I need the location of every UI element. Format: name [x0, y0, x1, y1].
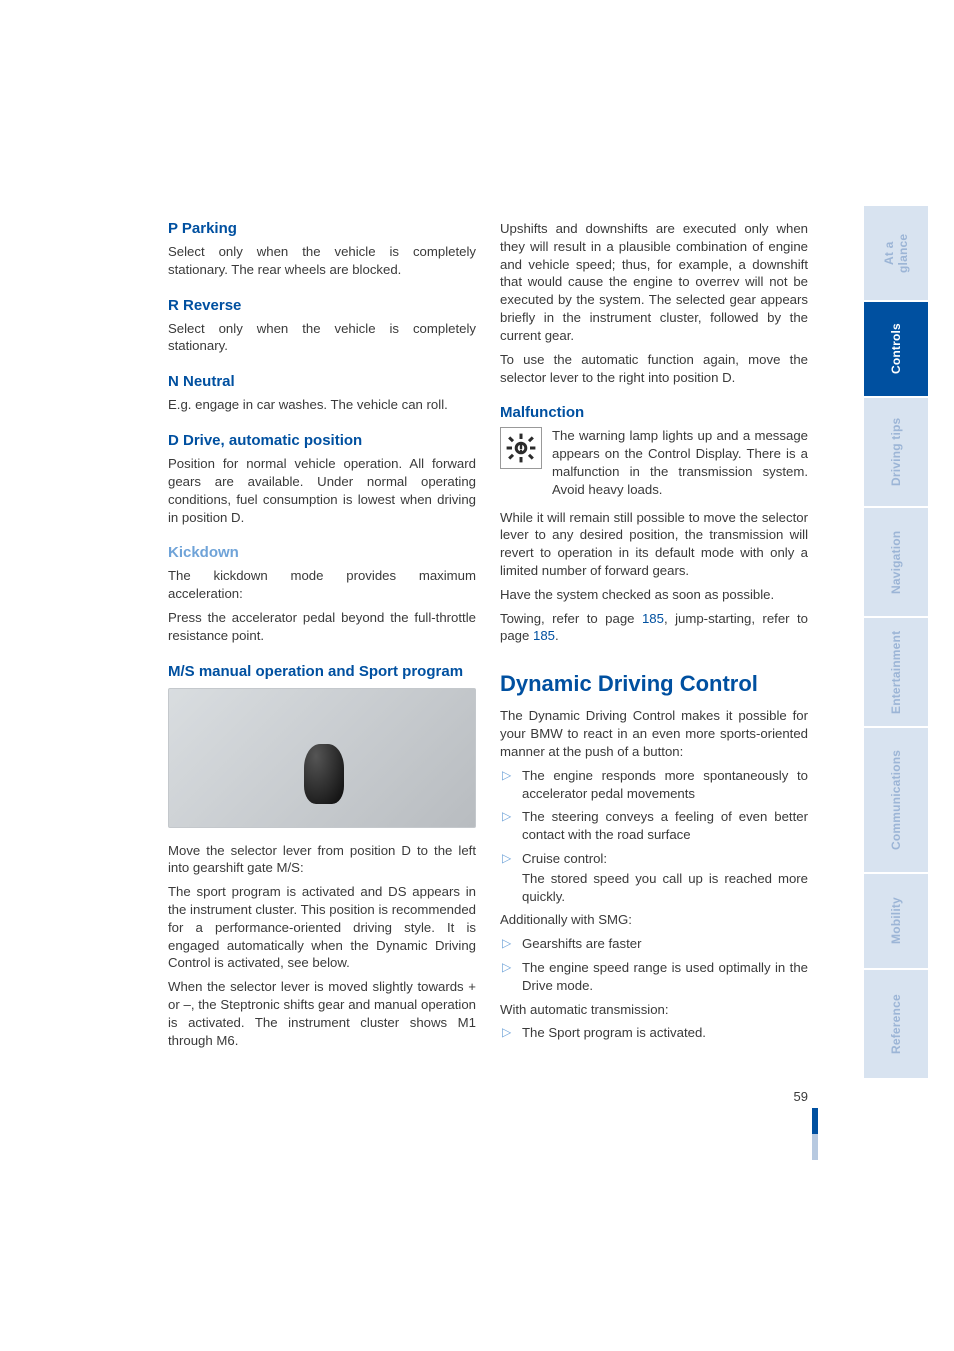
page-content: P Parking Select only when the vehicle i…	[168, 220, 808, 1056]
para-ms-2: The sport program is activated and DS ap…	[168, 883, 476, 972]
tab-navigation[interactable]: Navigation	[864, 508, 928, 616]
page-marker-bar	[812, 1108, 818, 1134]
gear-warning-icon	[500, 427, 542, 469]
heading-kickdown: Kickdown	[168, 544, 476, 561]
list-item: The Sport program is activated.	[500, 1024, 808, 1042]
para-ms-1: Move the selector lever from position D …	[168, 842, 476, 878]
tab-communications[interactable]: Communications	[864, 728, 928, 872]
tab-mobility[interactable]: Mobility	[864, 874, 928, 968]
text-towing-c: .	[555, 628, 559, 643]
malfunction-warning-block: The warning lamp lights up and a message…	[500, 427, 808, 504]
para-autofunc: To use the automatic function again, mov…	[500, 351, 808, 387]
link-page-185-a[interactable]: 185	[642, 611, 664, 626]
para-d-drive: Position for normal vehicle operation. A…	[168, 455, 476, 526]
heading-d-drive: D Drive, automatic position	[168, 432, 476, 449]
tab-glance[interactable]: At a glance	[864, 206, 928, 300]
list-item: The engine speed range is used opti­mall…	[500, 959, 808, 995]
para-ms-3: When the selector lever is moved slightl…	[168, 978, 476, 1049]
para-r-reverse: Select only when the vehicle is complete…	[168, 320, 476, 356]
label-smg: Additionally with SMG:	[500, 911, 808, 929]
label-auto: With automatic transmission:	[500, 1001, 808, 1019]
heading-ddc: Dynamic Driving Control	[500, 671, 808, 697]
para-p-parking: Select only when the vehicle is complete…	[168, 243, 476, 279]
tab-entertainment[interactable]: Entertainment	[864, 618, 928, 726]
list-item-sub: The stored speed you call up is reached …	[522, 870, 808, 906]
heading-ms: M/S manual operation and Sport program	[168, 663, 476, 680]
para-malfunction-warn: The warning lamp lights up and a message…	[552, 427, 808, 498]
para-ddc-intro: The Dynamic Driving Control makes it pos…	[500, 707, 808, 760]
link-page-185-b[interactable]: 185	[533, 628, 555, 643]
heading-n-neutral: N Neutral	[168, 373, 476, 390]
right-column: Upshifts and downshifts are executed onl…	[500, 220, 808, 1056]
gear-knob-illustration	[304, 744, 344, 804]
two-column-layout: P Parking Select only when the vehicle i…	[168, 220, 808, 1056]
side-tabs: At a glance Controls Driving tips Naviga…	[864, 206, 928, 1080]
left-column: P Parking Select only when the vehicle i…	[168, 220, 476, 1056]
list-item-head: Cruise control:	[522, 851, 607, 866]
figure-selector-lever	[168, 688, 476, 828]
tab-controls[interactable]: Controls	[864, 302, 928, 396]
list-item: Gearshifts are faster	[500, 935, 808, 953]
list-item: The steering conveys a feeling of even b…	[500, 808, 808, 844]
para-malfunction-2: Have the system checked as soon as pos­s…	[500, 586, 808, 604]
para-malfunction-3: Towing, refer to page 185, jump-starting…	[500, 610, 808, 646]
para-n-neutral: E.g. engage in car washes. The vehicle c…	[168, 396, 476, 414]
heading-malfunction: Malfunction	[500, 404, 808, 421]
list-item: Cruise control: The stored speed you cal…	[500, 850, 808, 905]
page-marker-bar-light	[812, 1134, 818, 1160]
tab-reference[interactable]: Reference	[864, 970, 928, 1078]
para-kickdown-2: Press the accelerator pedal beyond the f…	[168, 609, 476, 645]
text-towing-a: Towing, refer to page	[500, 611, 642, 626]
heading-p-parking: P Parking	[168, 220, 476, 237]
tab-driving[interactable]: Driving tips	[864, 398, 928, 506]
list-ddc-smg: Gearshifts are faster The engine speed r…	[500, 935, 808, 994]
para-malfunction-1: While it will remain still possible to m…	[500, 509, 808, 580]
list-item: The engine responds more spontane­ously …	[500, 767, 808, 803]
heading-r-reverse: R Reverse	[168, 297, 476, 314]
list-ddc-auto: The Sport program is activated.	[500, 1024, 808, 1042]
para-kickdown-1: The kickdown mode provides maximum accel…	[168, 567, 476, 603]
page-number: 59	[794, 1089, 808, 1104]
para-upshift: Upshifts and downshifts are executed onl…	[500, 220, 808, 345]
list-ddc-main: The engine responds more spontane­ously …	[500, 767, 808, 906]
